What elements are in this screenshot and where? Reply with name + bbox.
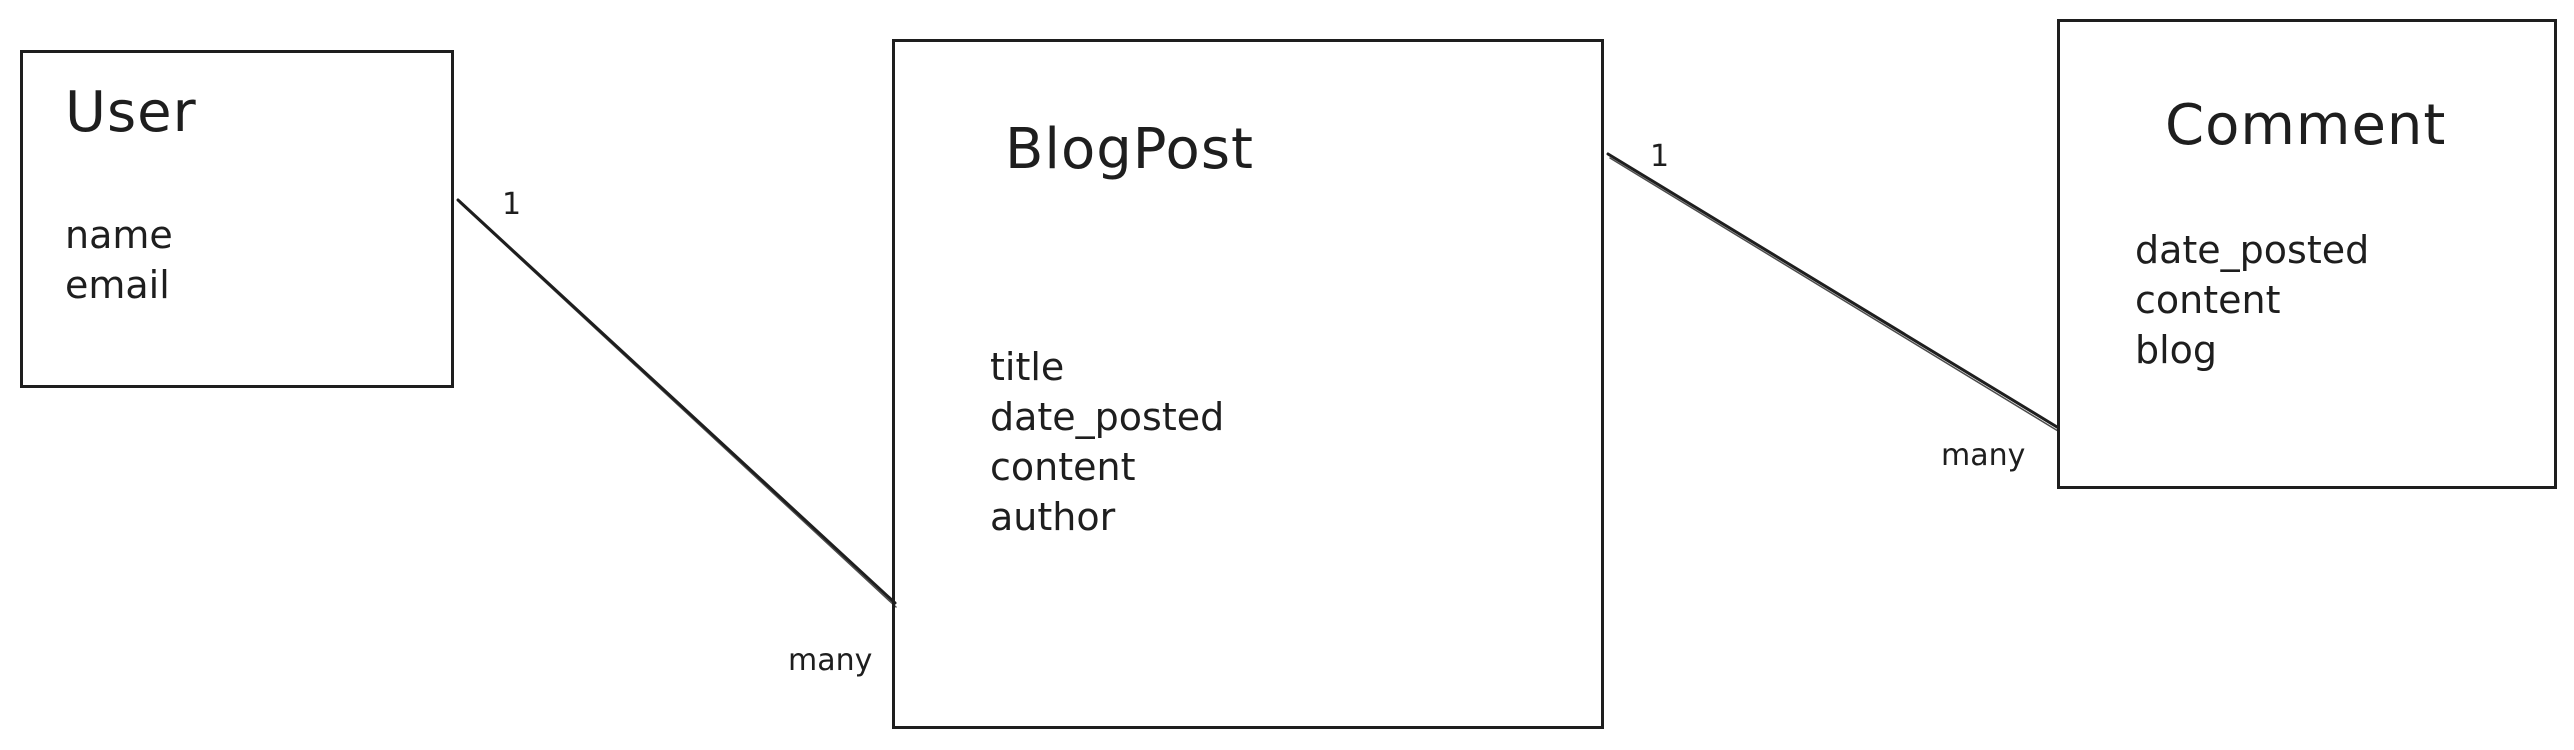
entity-user[interactable]: User name email: [20, 50, 454, 388]
multiplicity-label-comment-many: many: [1941, 438, 2026, 473]
field-content: content: [2135, 278, 2281, 322]
multiplicity-label-user-one: 1: [502, 187, 522, 222]
field-date-posted: date_posted: [2135, 228, 2370, 272]
entity-blogpost-fields: title date_posted content author: [990, 342, 1224, 542]
entity-user-fields: name email: [65, 210, 173, 310]
entity-blogpost-title: BlogPost: [1005, 117, 1254, 182]
field-name: name: [65, 213, 173, 257]
user-blogpost-connector: [456, 198, 897, 605]
multiplicity-label-blogpost-many: many: [788, 643, 873, 678]
field-title: title: [990, 345, 1065, 389]
entity-blogpost[interactable]: BlogPost title date_posted content autho…: [892, 39, 1604, 729]
entity-comment[interactable]: Comment date_posted content blog: [2057, 19, 2557, 489]
user-blogpost-connector-echo: [459, 202, 897, 608]
blogpost-comment-connector: [1606, 152, 2059, 429]
field-email: email: [65, 263, 170, 307]
field-content: content: [990, 445, 1136, 489]
field-author: author: [990, 495, 1116, 539]
blogpost-comment-connector-echo: [1609, 157, 2059, 432]
entity-comment-title: Comment: [2165, 93, 2447, 158]
entity-comment-fields: date_posted content blog: [2135, 225, 2369, 375]
field-blog: blog: [2135, 328, 2218, 372]
field-date-posted: date_posted: [990, 395, 1225, 439]
entity-user-title: User: [65, 80, 197, 145]
multiplicity-label-blogpost-one: 1: [1650, 139, 1670, 174]
